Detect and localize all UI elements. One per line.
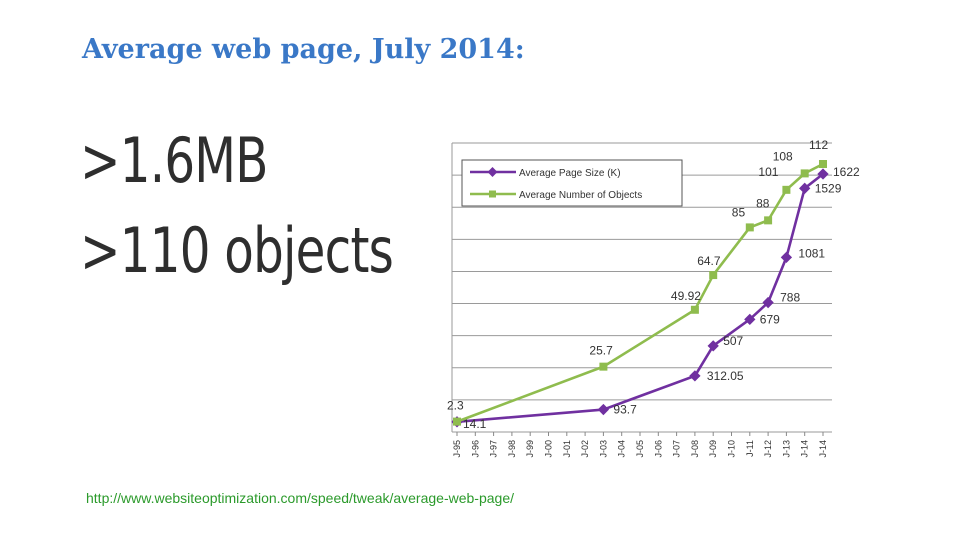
data-label: 101 bbox=[758, 165, 778, 179]
legend-label: Average Number of Objects bbox=[519, 190, 642, 201]
data-label: 49.92 bbox=[671, 289, 701, 303]
page-growth-chart: J-95 J-96 J-97 J-98 J-99 J-00 J-01 J-02 J-03 J-04… bbox=[447, 138, 860, 458]
x-tick-label: J-13 bbox=[781, 440, 791, 458]
x-tick-label: J-99 bbox=[525, 440, 535, 458]
data-label: 25.7 bbox=[589, 344, 613, 358]
x-tick-label: J-96 bbox=[470, 440, 480, 458]
x-tick-label: J-08 bbox=[690, 440, 700, 458]
data-point bbox=[689, 370, 701, 382]
x-tick-label: J-12 bbox=[763, 440, 773, 458]
data-point bbox=[762, 296, 774, 309]
data-label: 679 bbox=[760, 312, 780, 326]
x-tick-label: J-04 bbox=[617, 440, 627, 458]
legend-box bbox=[461, 159, 683, 207]
data-point bbox=[597, 403, 610, 416]
data-point bbox=[782, 185, 791, 194]
x-tick-label: J-06 bbox=[653, 440, 663, 458]
data-point bbox=[780, 251, 793, 264]
slide-title: Average web page, July 2014: bbox=[82, 34, 525, 65]
chart-legend: Average Page Size (K) Average Number of O… bbox=[461, 159, 683, 207]
legend-label: Average Page Size (K) bbox=[519, 168, 621, 179]
data-point bbox=[707, 340, 719, 352]
x-tick-label: J-09 bbox=[708, 440, 718, 458]
data-label: 64.7 bbox=[697, 254, 721, 268]
data-label: 1529 bbox=[815, 181, 842, 195]
x-tick-label: J-00 bbox=[544, 440, 554, 458]
data-point bbox=[709, 271, 718, 280]
data-label: 93.7 bbox=[613, 403, 637, 417]
x-tick-label: J-01 bbox=[562, 440, 572, 458]
x-tick-label: J-03 bbox=[598, 440, 608, 458]
x-tick-label: J-07 bbox=[672, 440, 682, 458]
x-tick-label: J-14 bbox=[818, 440, 828, 458]
data-label: 108 bbox=[773, 149, 793, 163]
x-tick-label: J-05 bbox=[635, 440, 645, 458]
data-label: 507 bbox=[723, 334, 743, 348]
data-label: 112 bbox=[809, 138, 828, 152]
data-point bbox=[599, 362, 608, 371]
data-label: 14.1 bbox=[463, 417, 487, 431]
data-label: 2.3 bbox=[447, 399, 464, 413]
data-point bbox=[690, 305, 699, 314]
x-tick-label: J-95 bbox=[452, 440, 462, 458]
x-tick-label: J-97 bbox=[489, 440, 499, 458]
data-point bbox=[453, 417, 461, 426]
data-point bbox=[819, 160, 827, 168]
x-tick-label: J-02 bbox=[580, 440, 590, 458]
data-point bbox=[745, 223, 754, 232]
data-label: 312.05 bbox=[707, 369, 744, 383]
object-count-stat: >110 objects bbox=[80, 214, 394, 287]
data-point bbox=[800, 169, 809, 178]
data-label: 1081 bbox=[798, 246, 825, 260]
x-tick-label: J-10 bbox=[727, 440, 737, 458]
x-tick-label: J-14 bbox=[800, 440, 810, 458]
data-point bbox=[744, 313, 756, 326]
data-label: 788 bbox=[780, 291, 800, 305]
x-tick-label: J-98 bbox=[507, 440, 517, 458]
x-tick-label: J-11 bbox=[745, 440, 755, 457]
chart-x-axis: J-95 J-96 J-97 J-98 J-99 J-00 J-01 J-02 J-03 J-04… bbox=[452, 432, 828, 458]
data-point bbox=[764, 216, 773, 225]
data-label: 85 bbox=[732, 205, 746, 219]
data-label: 1622 bbox=[833, 165, 860, 179]
page-size-stat: >1.6MB bbox=[80, 124, 268, 197]
data-label: 88 bbox=[756, 196, 770, 210]
source-link[interactable]: http://www.websiteoptimization.com/speed… bbox=[86, 490, 514, 506]
legend-marker bbox=[489, 190, 496, 198]
